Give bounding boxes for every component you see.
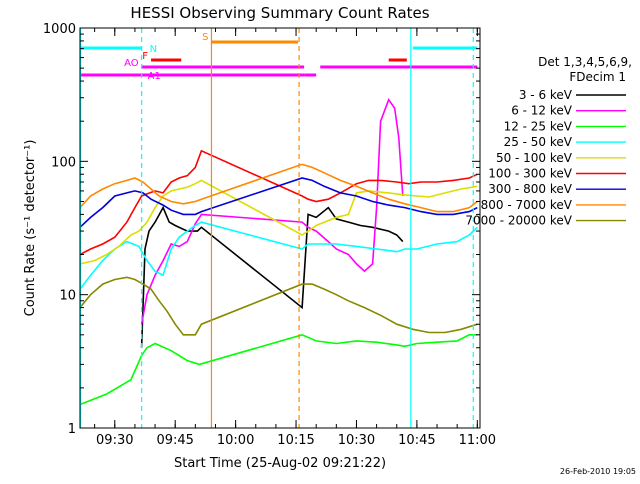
series-line-3-6-kev [140, 205, 404, 348]
axis-layer: 09:30 09:45 10:00 10:15 10:30 10:45 11:00 1 10 10… [43, 22, 496, 448]
series-line-800-7000-kev [79, 163, 478, 213]
flag-label-a1: A1 [148, 71, 161, 82]
plot-frame [79, 27, 481, 429]
legend-label-12-25-kev: 12 - 25 keV [504, 119, 573, 133]
legend-label-100-300-kev: 100 - 300 keV [488, 167, 572, 181]
y-tick-label-3: 1000 [43, 22, 76, 37]
legend-label-50-100-kev: 50 - 100 keV [496, 151, 573, 165]
x-axis-label: Start Time (25-Aug-02 09:21:22) [174, 456, 386, 471]
flag-label-s: S [202, 32, 208, 43]
series-line-50-100-kev [79, 179, 478, 265]
x-tick-label-1: 09:45 [156, 433, 193, 448]
flag-label-n: N [150, 44, 157, 55]
series-line-6-12-kev [140, 97, 404, 325]
x-tick-label-6: 11:00 [459, 433, 496, 448]
y-axis-label: Count Rate (s⁻¹ detector⁻¹) [23, 140, 38, 317]
x-tick-label-4: 10:30 [338, 433, 375, 448]
legend-label-25-50-kev: 25 - 50 keV [504, 135, 573, 149]
legend-label-6-12-kev: 6 - 12 keV [511, 104, 573, 118]
x-tick-label-5: 10:45 [398, 433, 435, 448]
x-tick-label-0: 09:30 [96, 433, 133, 448]
series-line-300-800-kev [79, 177, 478, 228]
y-tick-label-0: 1 [68, 422, 76, 437]
legend-label-3-6-kev: 3 - 6 keV [519, 88, 573, 102]
vertical-line-layer [79, 28, 474, 428]
series-line-25-50-kev [79, 221, 478, 290]
y-tick-label-2: 100 [51, 155, 76, 170]
series-layer [79, 97, 478, 406]
footer-timestamp: 26-Feb-2010 19:05 [560, 467, 636, 476]
legend-label-800-7000-kev: 800 - 7000 keV [481, 198, 573, 212]
flag-label-f: F [142, 51, 148, 62]
legend-label-7000-20000-kev: 7000 - 20000 keV [465, 214, 572, 228]
legend-label-300-800-kev: 300 - 800 keV [488, 182, 572, 196]
x-tick-label-2: 10:00 [217, 433, 254, 448]
legend-header-line2: FDecim 1 [569, 70, 626, 84]
x-tick-label-3: 10:15 [277, 433, 314, 448]
status-flag-layer: NF S AO A1 [80, 32, 478, 82]
legend-header-line1: Det 1,3,4,5,6,9, [538, 55, 632, 69]
legend: Det 1,3,4,5,6,9, FDecim 1 3 - 6 keV 6 - 1… [465, 55, 632, 228]
y-tick-label-1: 10 [59, 289, 76, 304]
series-line-7000-20000-kev [79, 276, 478, 336]
series-line-12-25-kev [79, 333, 478, 406]
chart-title: HESSI Observing Summary Count Rates [130, 4, 429, 22]
flag-label-ao: AO [124, 58, 139, 69]
series-line-100-300-kev [79, 149, 478, 256]
